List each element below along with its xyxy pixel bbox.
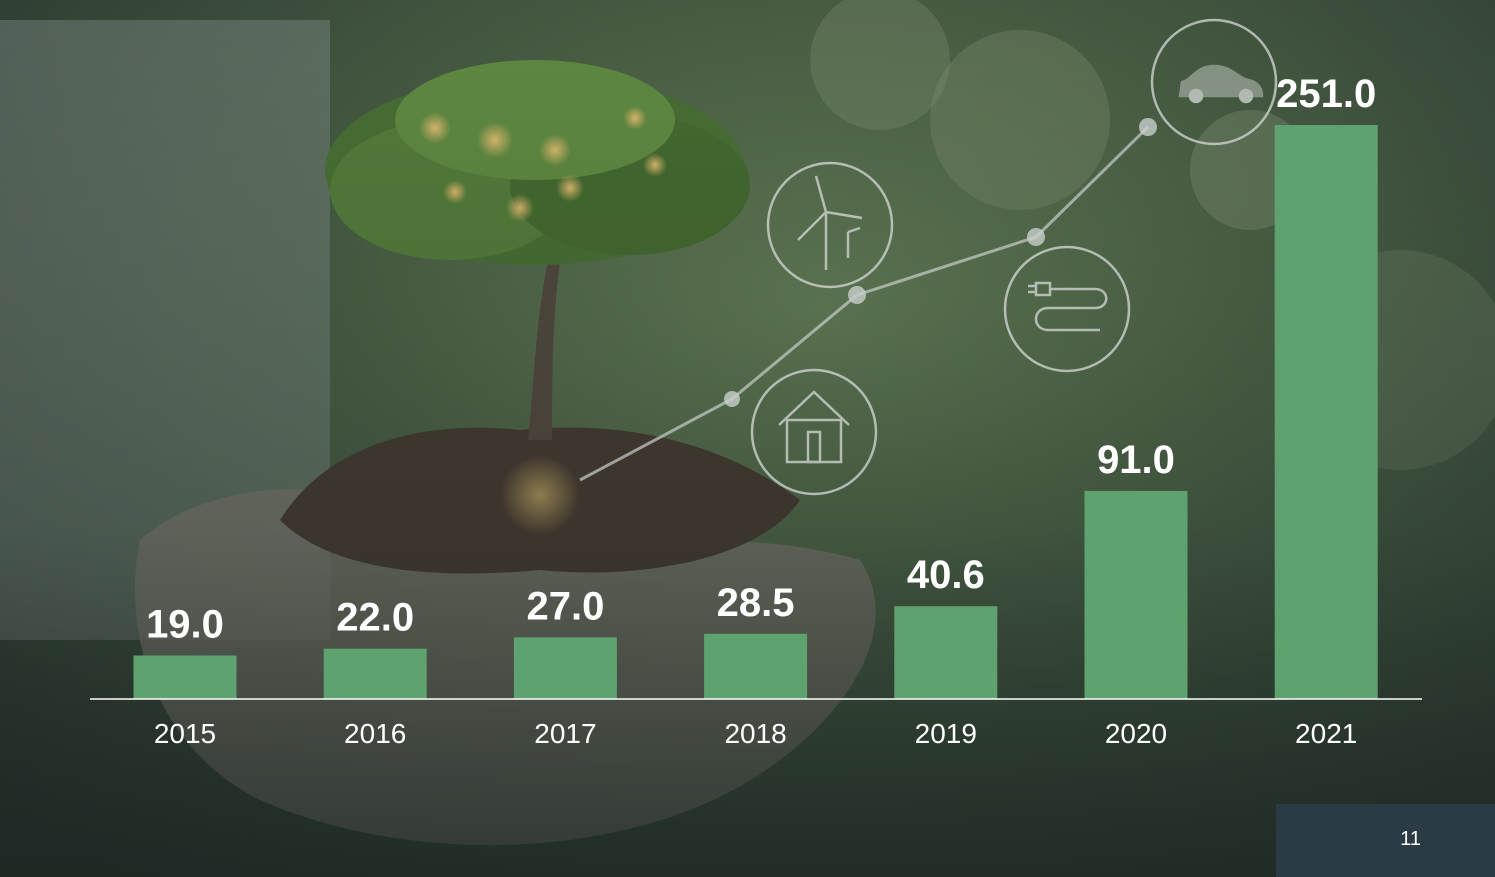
house-icon: [750, 368, 878, 496]
bar-2021: [1274, 125, 1378, 699]
category-labels-group: 2015 2016 2017 2018 2019 2020 2021: [154, 718, 1357, 749]
value-label-2015: 19.0: [146, 603, 224, 647]
car-icon: [1150, 18, 1278, 146]
bar-2016: [323, 648, 427, 699]
value-label-2019: 40.6: [907, 553, 985, 597]
wind-turbine-icon: [766, 161, 894, 289]
value-labels-group: 19.0 22.0 27.0 28.5 40.6 91.0 251.0: [146, 72, 1376, 647]
plug-icon: [1003, 245, 1131, 373]
value-label-2016: 22.0: [336, 596, 414, 640]
bar-2019: [894, 606, 998, 699]
category-label-2019: 2019: [915, 718, 977, 749]
page-number-box: 11: [1276, 804, 1495, 877]
bar-2018: [704, 633, 808, 699]
value-label-2017: 27.0: [526, 584, 604, 628]
page-number: 11: [1400, 828, 1421, 850]
value-label-2020: 91.0: [1097, 438, 1175, 482]
bar-2017: [513, 637, 617, 699]
category-label-2018: 2018: [724, 718, 786, 749]
bar-2020: [1084, 490, 1188, 699]
category-label-2020: 2020: [1105, 718, 1167, 749]
category-label-2016: 2016: [344, 718, 406, 749]
value-label-2018: 28.5: [717, 581, 795, 625]
category-label-2021: 2021: [1295, 718, 1357, 749]
category-label-2015: 2015: [154, 718, 216, 749]
bar-2015: [133, 655, 237, 699]
bars-group: [133, 125, 1378, 699]
value-label-2021: 251.0: [1276, 72, 1376, 116]
category-label-2017: 2017: [534, 718, 596, 749]
